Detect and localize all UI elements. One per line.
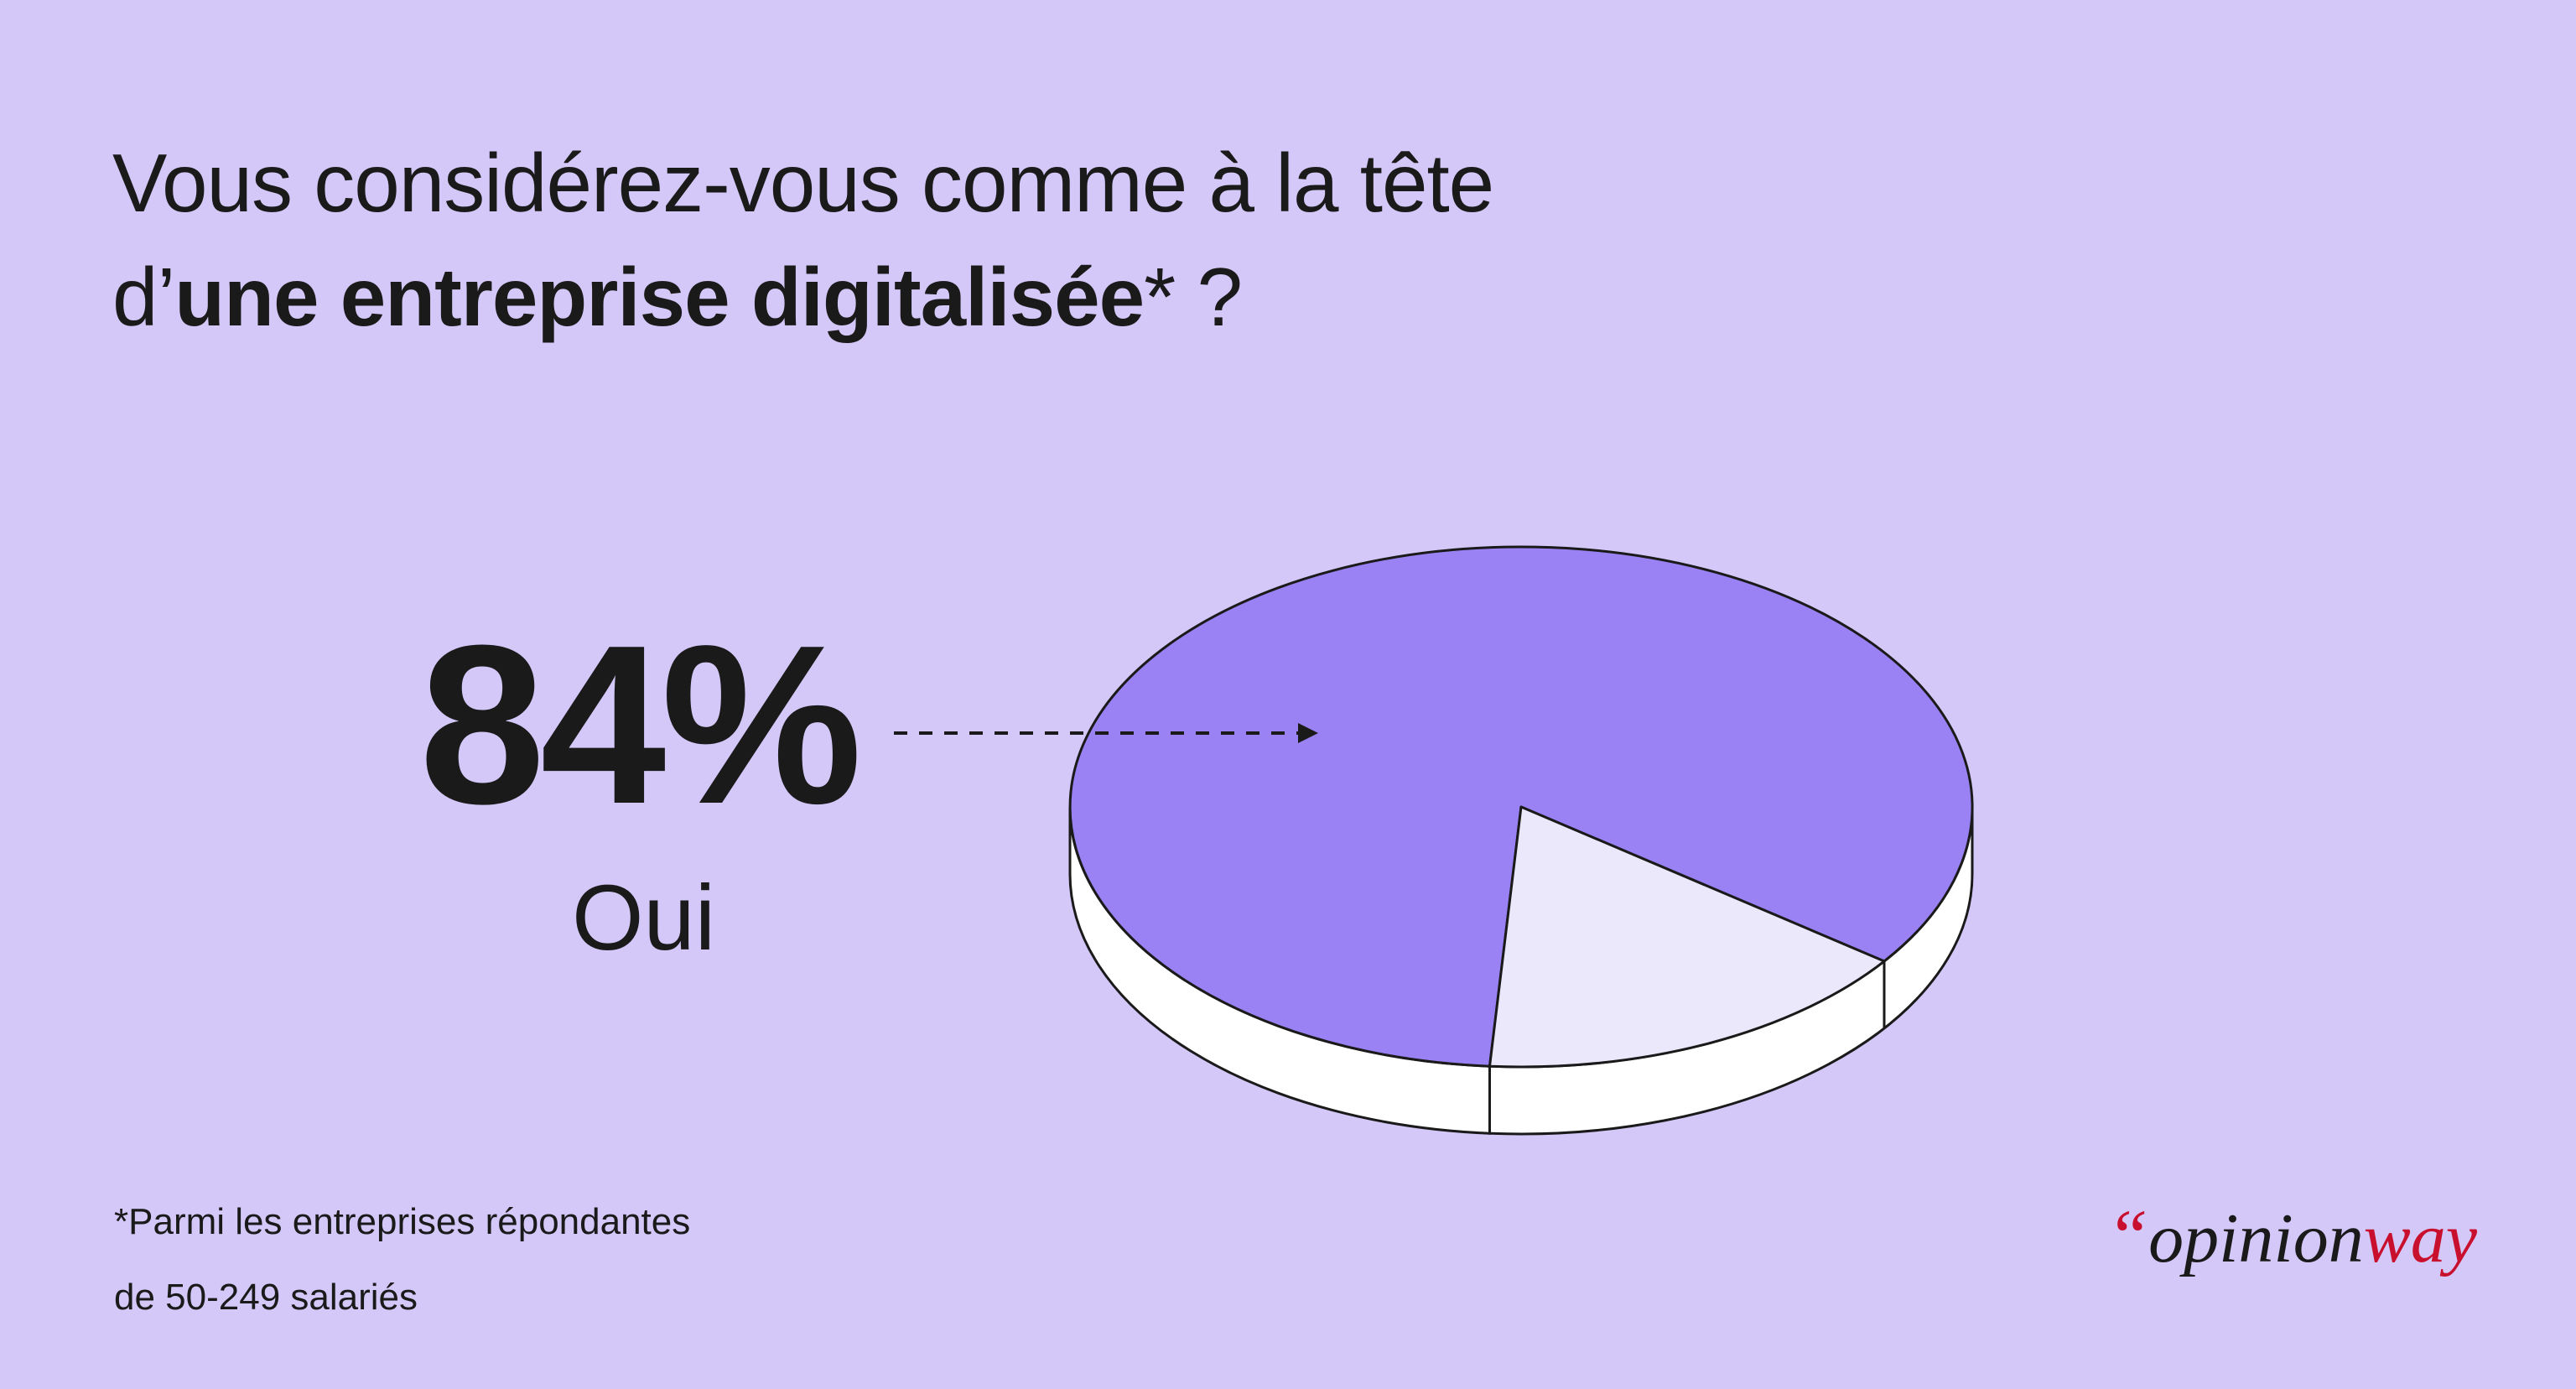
- opinionway-logo: “opinionway: [2106, 1199, 2477, 1275]
- highlight-value: 84%: [419, 599, 862, 851]
- title-line-2-bold: une entreprise digitalisée: [174, 251, 1145, 343]
- arrow-head-icon: [1298, 723, 1318, 743]
- footnote-line-2: de 50-249 salariés: [114, 1277, 418, 1318]
- pie-slice-other: [1488, 805, 1886, 1069]
- title-line-1: Vous considérez-vous comme à la tête: [112, 137, 1494, 229]
- footnote: *Parmi les entreprises répondantes de 50…: [114, 1184, 690, 1335]
- logo-part-2: way: [2363, 1199, 2478, 1277]
- logo-quote: “: [2106, 1195, 2149, 1278]
- footnote-line-1: *Parmi les entreprises répondantes: [114, 1201, 691, 1242]
- chart-title: Vous considérez-vous comme à la tête d’u…: [112, 126, 1494, 354]
- title-line-2-prefix: d’: [112, 251, 175, 343]
- highlight-label: Oui: [572, 866, 716, 970]
- logo-part-1: opinion: [2148, 1199, 2364, 1277]
- title-line-2-suffix: * ?: [1144, 251, 1243, 343]
